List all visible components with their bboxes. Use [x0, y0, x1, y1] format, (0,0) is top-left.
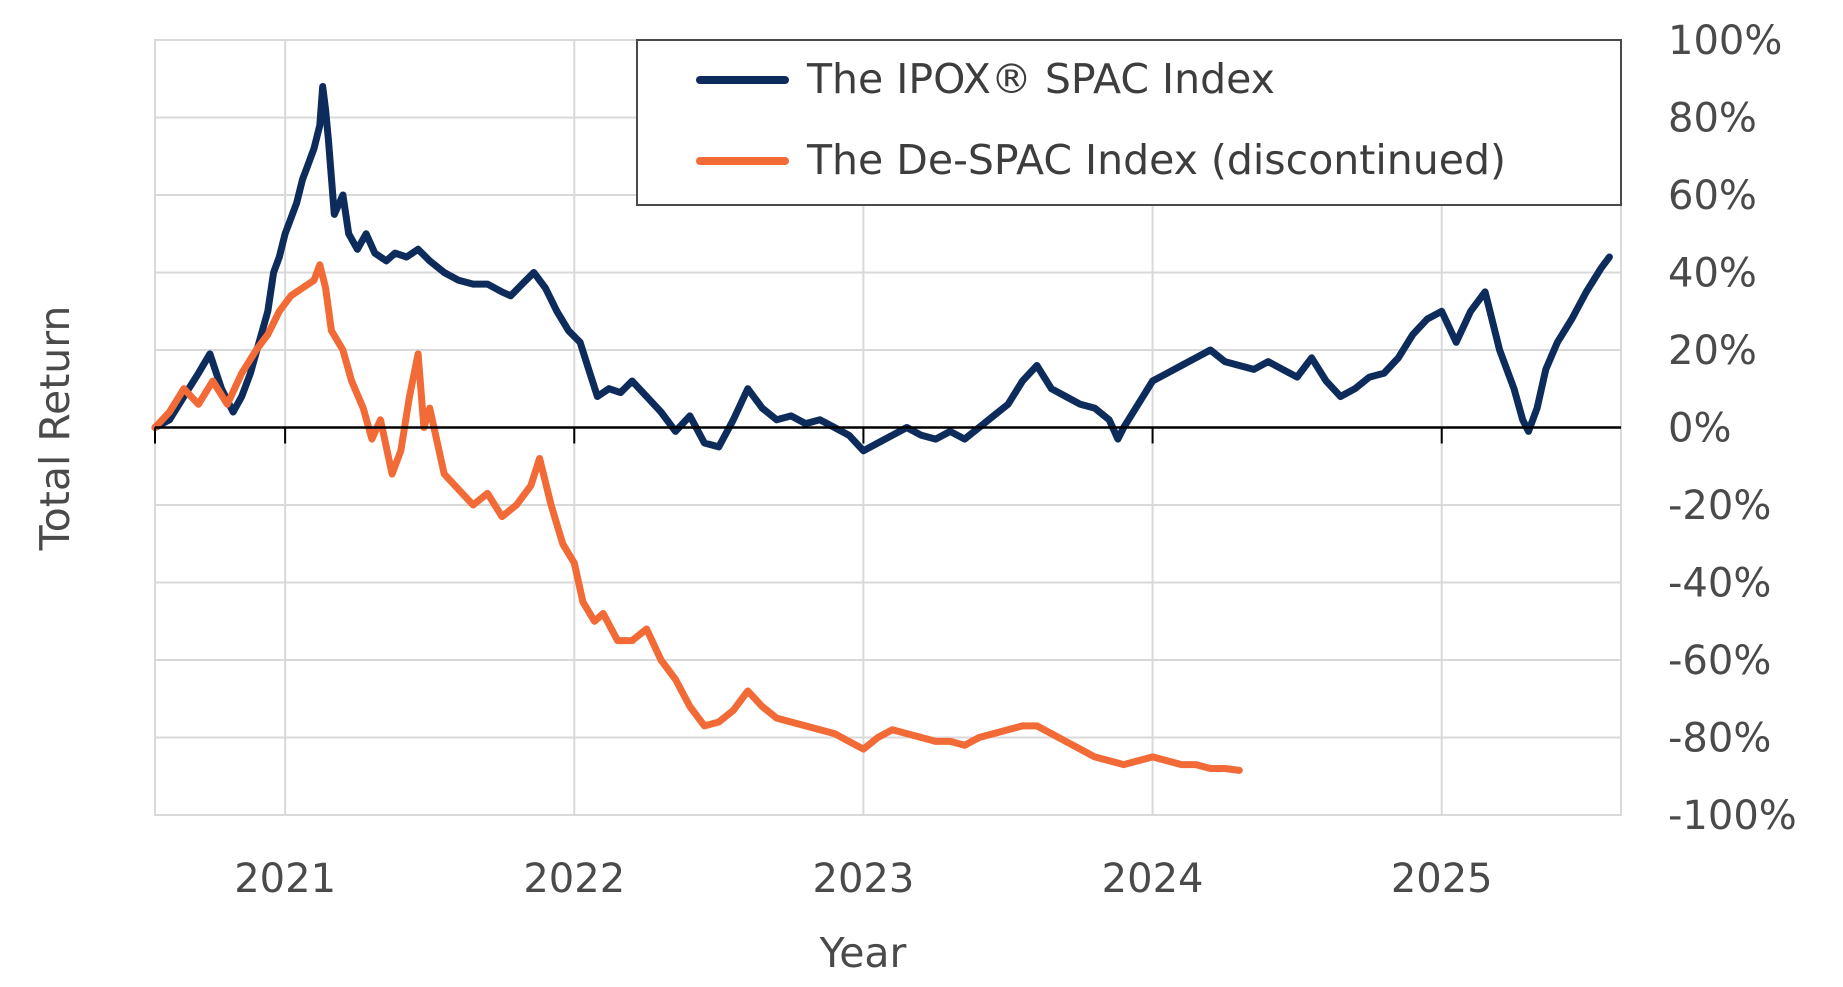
- legend-label-de-spac: The De-SPAC Index (discontinued): [806, 136, 1506, 184]
- y-tick-label: 100%: [1668, 18, 1782, 64]
- legend-label-ipox-spac: The IPOX® SPAC Index: [806, 55, 1275, 103]
- series-layer: [151, 83, 1613, 774]
- x-tick-label: 2022: [523, 856, 625, 902]
- x-axis-title: Year: [819, 929, 907, 977]
- y-tick-label: -80%: [1668, 716, 1771, 762]
- series-line-ipox-spac: [151, 83, 1613, 455]
- series-line-de-spac: [151, 261, 1243, 774]
- y-tick-label: 20%: [1668, 328, 1757, 374]
- y-tick-label: -100%: [1668, 793, 1797, 839]
- y-tick-label: 60%: [1668, 173, 1757, 219]
- legend: The IPOX® SPAC Index The De-SPAC Index (…: [636, 39, 1622, 206]
- y-tick-label: -40%: [1668, 561, 1771, 607]
- x-tick-label: 2023: [813, 856, 915, 902]
- y-tick-label: -60%: [1668, 638, 1771, 684]
- y-tick-label: 0%: [1668, 406, 1731, 452]
- legend-box: [636, 39, 1622, 206]
- axis-layer: 100% 80% 60% 40% 20% 0% -20% -40% -60% -80% -100% 2…: [154, 18, 1797, 902]
- y-tick-label: 80%: [1668, 96, 1757, 142]
- y-axis-title: Total Return: [31, 306, 79, 552]
- x-tick-label: 2025: [1391, 856, 1493, 902]
- x-tick-label: 2021: [234, 856, 336, 902]
- x-tick-label: 2024: [1102, 856, 1204, 902]
- y-tick-label: -20%: [1668, 483, 1771, 529]
- y-tick-label: 40%: [1668, 251, 1757, 297]
